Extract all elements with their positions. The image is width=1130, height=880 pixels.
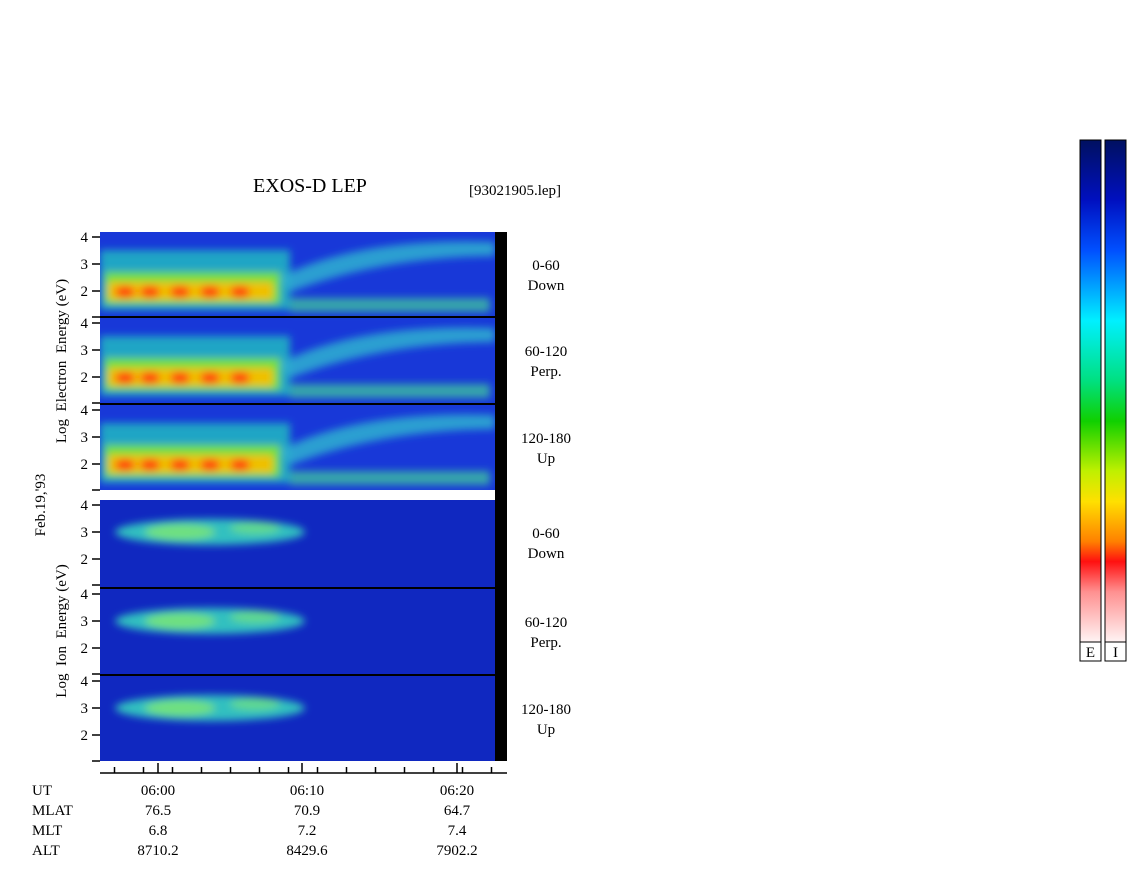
- hot-spot: [230, 459, 250, 471]
- file-name: [93021905.lep]: [469, 183, 561, 199]
- y-tick-label: 3: [81, 343, 89, 359]
- ephemeris-value: 7902.2: [436, 843, 477, 859]
- panel-direction: Down: [528, 278, 565, 294]
- ion-band: [145, 613, 215, 629]
- ephemeris-value: 70.9: [294, 803, 320, 819]
- arc: [280, 327, 495, 378]
- spectrograms: [100, 232, 507, 761]
- colorbar-label: E: [1086, 645, 1095, 661]
- ephemeris-value: 06:10: [290, 783, 324, 799]
- panel-angle: 60-120: [525, 344, 568, 360]
- hot-spot: [115, 286, 135, 298]
- ephemeris-label: MLAT: [32, 803, 73, 819]
- y-tick-label: 4: [81, 403, 89, 419]
- ephemeris-value: 76.5: [145, 803, 171, 819]
- colorbar-e: [1079, 139, 1102, 643]
- ephemeris-label: MLT: [32, 823, 62, 839]
- hot-spot: [170, 286, 190, 298]
- hot-spot: [200, 286, 220, 298]
- panel-direction: Perp.: [530, 635, 561, 651]
- colorbar-box: [1079, 641, 1102, 662]
- colorbar-box: [1104, 641, 1127, 662]
- ion-features: [115, 519, 305, 721]
- data-gap: [495, 232, 507, 761]
- y-tick-label: 3: [81, 614, 89, 630]
- y-tick-label: 4: [81, 587, 89, 603]
- hot-spot: [230, 372, 250, 384]
- ephemeris-value: 8429.6: [286, 843, 328, 859]
- ephemeris-value: 64.7: [444, 803, 471, 819]
- ephemeris-label: ALT: [32, 843, 60, 859]
- colorbar-label: I: [1113, 645, 1118, 661]
- electron-axis-label: Log Electron Energy (eV): [54, 279, 70, 443]
- y-tick-label: 3: [81, 525, 89, 541]
- colorbars: E I: [1079, 139, 1127, 662]
- y-tick-label: 3: [81, 257, 89, 273]
- ephemeris-value: 06:00: [141, 783, 175, 799]
- y-tick-label: 4: [81, 674, 89, 690]
- y-tick-label: 2: [81, 370, 89, 386]
- ephemeris-value: 7.4: [448, 823, 467, 839]
- band: [290, 298, 490, 312]
- band: [290, 384, 490, 398]
- y-tick-label: 2: [81, 641, 89, 657]
- colorbar-i: [1104, 139, 1127, 643]
- date: Feb.19,'93: [33, 474, 49, 537]
- hot-spot: [170, 372, 190, 384]
- panel-direction: Perp.: [530, 364, 561, 380]
- y-tick-label: 4: [81, 498, 89, 514]
- title: EXOS-D LEP: [253, 175, 367, 197]
- ion-band: [145, 524, 215, 540]
- y-tick-label: 2: [81, 728, 89, 744]
- hot-spot: [115, 459, 135, 471]
- hot-spot: [115, 372, 135, 384]
- ephemeris-label: UT: [32, 783, 52, 799]
- panel-angle: 120-180: [521, 702, 571, 718]
- y-tick-label: 4: [81, 230, 89, 246]
- ion-band: [230, 698, 280, 710]
- hot-spot: [140, 372, 160, 384]
- arc: [280, 241, 495, 292]
- hot-spot: [200, 372, 220, 384]
- ephemeris-value: 06:20: [440, 783, 474, 799]
- panel-direction: Up: [537, 451, 555, 467]
- hot-spot: [140, 459, 160, 471]
- y-tick-label: 3: [81, 701, 89, 717]
- ephemeris-value: 6.8: [149, 823, 168, 839]
- panel-angle: 120-180: [521, 431, 571, 447]
- arc: [280, 414, 495, 465]
- y-tick-label: 3: [81, 430, 89, 446]
- panel-direction: Up: [537, 722, 555, 738]
- hot-spot: [230, 286, 250, 298]
- ion-axis-label: Log Ion Energy (eV): [54, 564, 70, 697]
- y-tick-label: 4: [81, 316, 89, 332]
- panel-angle: 0-60: [532, 258, 560, 274]
- ephemeris-value: 8710.2: [137, 843, 178, 859]
- panel-angle: 60-120: [525, 615, 568, 631]
- hot-spot: [200, 459, 220, 471]
- y-tick-label: 2: [81, 552, 89, 568]
- ephemeris-value: 7.2: [298, 823, 317, 839]
- hot-spot: [140, 286, 160, 298]
- hot-spot: [170, 459, 190, 471]
- y-tick-label: 2: [81, 284, 89, 300]
- y-tick-label: 2: [81, 457, 89, 473]
- panel-direction: Down: [528, 546, 565, 562]
- ion-band: [230, 611, 280, 623]
- ion-band: [230, 522, 280, 534]
- ion-band: [145, 700, 215, 716]
- panel-angle: 0-60: [532, 526, 560, 542]
- band: [290, 471, 490, 485]
- electron-features: [100, 241, 495, 485]
